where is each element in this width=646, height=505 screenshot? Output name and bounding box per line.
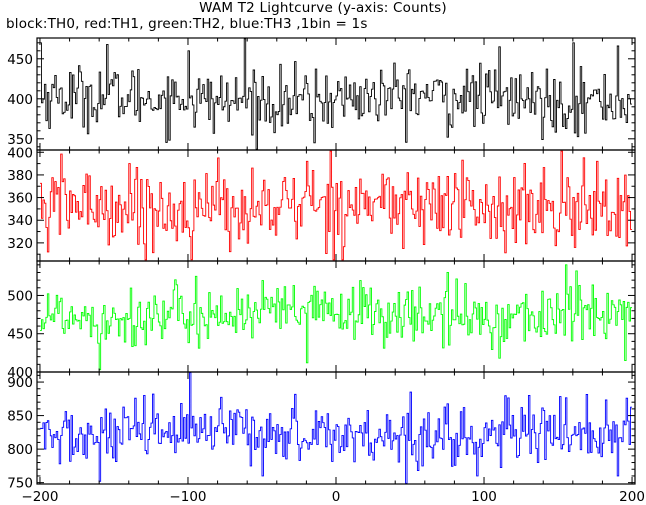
y-tick-label: 360 bbox=[7, 191, 33, 207]
series-line-panel-4 bbox=[39, 372, 633, 484]
x-tick-label: 100 bbox=[471, 489, 497, 505]
y-tick-label: 350 bbox=[7, 132, 33, 148]
panel-frame-1 bbox=[36, 37, 636, 151]
y-tick-label: 340 bbox=[7, 213, 33, 229]
y-tick-label: 400 bbox=[7, 92, 33, 108]
x-tick-label: 0 bbox=[332, 489, 341, 505]
x-tick-label: 200 bbox=[619, 489, 645, 505]
chart-title: WAM T2 Lightcurve (y-axis: Counts) bbox=[199, 0, 447, 16]
chart-subtitle: block:TH0, red:TH1, green:TH2, blue:TH3 … bbox=[6, 16, 368, 32]
y-tick-label: 450 bbox=[7, 52, 33, 68]
axes-layer: 3504004503203403603804004004505007508008… bbox=[7, 37, 645, 505]
series-line-panel-2 bbox=[39, 150, 633, 261]
y-tick-label: 900 bbox=[7, 375, 33, 391]
y-tick-label: 320 bbox=[7, 236, 33, 252]
x-tick-label: −200 bbox=[21, 489, 58, 505]
y-tick-label: 850 bbox=[7, 409, 33, 425]
y-tick-label: 500 bbox=[7, 288, 33, 304]
y-tick-label: 450 bbox=[7, 327, 33, 343]
series-layer bbox=[39, 38, 633, 484]
y-tick-label: 750 bbox=[7, 476, 33, 492]
y-tick-label: 800 bbox=[7, 442, 33, 458]
y-tick-label: 400 bbox=[7, 365, 33, 381]
y-tick-label: 400 bbox=[7, 145, 33, 161]
series-line-panel-1 bbox=[39, 38, 633, 150]
series-line-panel-3 bbox=[39, 264, 633, 371]
x-tick-label: −100 bbox=[169, 489, 206, 505]
y-tick-label: 380 bbox=[7, 168, 33, 184]
panel-frame-3 bbox=[36, 260, 636, 373]
